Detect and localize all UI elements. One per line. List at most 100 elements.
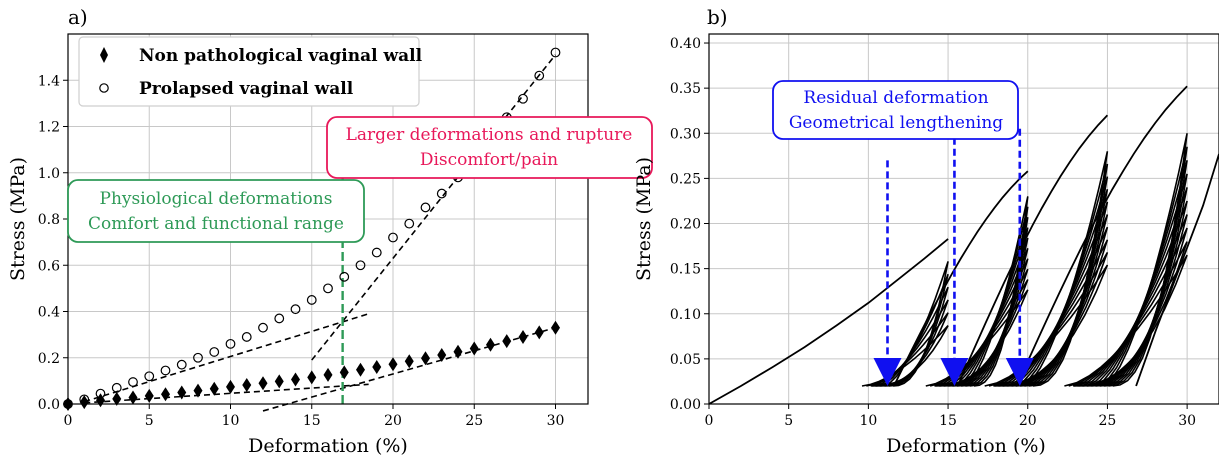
panel-a-xtick-label: 0 — [64, 413, 73, 429]
panel-b-xlabel: Deformation (%) — [886, 435, 1046, 457]
data-point-prolapsed — [436, 188, 447, 199]
data-point-non-pathological — [437, 347, 447, 362]
panel-b-ytick-label: 0.30 — [670, 126, 701, 142]
panel-b-xtick-label: 25 — [1099, 413, 1117, 429]
cycle-curve — [946, 237, 1029, 387]
panel-b-xtick-label: 5 — [784, 413, 793, 429]
data-point-non-pathological — [339, 365, 349, 380]
cycle-curve — [942, 248, 1029, 387]
trend-line — [84, 383, 369, 404]
data-point-non-pathological — [421, 351, 430, 366]
data-point-non-pathological — [502, 334, 512, 349]
data-point-prolapsed — [258, 322, 268, 333]
data-point-prolapsed — [371, 247, 382, 258]
data-point-prolapsed — [209, 347, 220, 357]
panel-b-ytick-label: 0.10 — [670, 307, 701, 323]
data-point-non-pathological — [486, 337, 495, 352]
residual-arrow-head — [940, 357, 969, 386]
tail-curve — [1135, 153, 1219, 387]
data-point-prolapsed — [144, 371, 155, 382]
panel-b-ytick-label: 0.00 — [670, 397, 701, 413]
cycle-curve — [1072, 227, 1188, 387]
data-point-non-pathological — [323, 367, 333, 382]
data-point-prolapsed — [290, 304, 301, 315]
cycle-curve — [959, 206, 1029, 387]
panel-b-ytick-label: 0.05 — [670, 352, 701, 368]
data-point-prolapsed — [404, 218, 415, 229]
cycle-curve — [997, 226, 1109, 387]
data-point-prolapsed — [160, 365, 171, 376]
first-loading-curve — [708, 238, 949, 405]
panel-b-curves — [708, 85, 1219, 405]
cycle-curve — [874, 286, 949, 387]
panel-a-xtick-label: 30 — [547, 413, 565, 429]
panel-a-xlabel: Deformation (%) — [248, 435, 408, 457]
panel-b: b) 0 5 10 15 20 25 300.000.050.100.150.200.250… — [633, 5, 1219, 457]
data-point-non-pathological — [307, 370, 317, 385]
data-point-non-pathological — [404, 354, 414, 369]
envelope-curve — [893, 170, 1029, 387]
data-point-prolapsed — [225, 338, 236, 349]
data-point-prolapsed — [306, 295, 317, 305]
panel-a: a) 0 5 10 15 20 25 300.00.20.40.60.81.01.21.4 … — [7, 5, 653, 457]
cycle-curve — [964, 196, 1029, 387]
data-point-prolapsed — [339, 271, 350, 282]
panel-b-arrows — [873, 128, 1034, 386]
panel-a-xtick-label: 15 — [303, 413, 321, 429]
panel-b-ytick-label: 0.20 — [670, 217, 701, 233]
panel-a-ytick-label: 0.2 — [38, 351, 60, 367]
annotation-residual-line1: Residual deformation — [803, 88, 988, 108]
data-point-non-pathological — [177, 385, 187, 400]
legend-entry-non-pathological: Non pathological vaginal wall — [139, 46, 423, 66]
data-point-non-pathological — [274, 374, 284, 389]
cycle-curve — [1022, 151, 1109, 387]
annotation-larger-box — [326, 116, 653, 179]
cycle-curve — [955, 216, 1029, 387]
data-point-non-pathological — [128, 390, 138, 405]
cycle-curve — [1018, 163, 1109, 387]
data-point-non-pathological — [518, 329, 528, 344]
annotation-larger-deformations: Larger deformations and rupture Discomfo… — [326, 116, 653, 179]
data-point-prolapsed — [128, 377, 138, 387]
cycle-curve — [1010, 188, 1109, 387]
data-point-non-pathological — [242, 378, 252, 393]
panel-b-xtick-label: 10 — [859, 413, 877, 429]
data-point-non-pathological — [161, 387, 170, 402]
annotation-residual: Residual deformation Geometrical lengthe… — [772, 80, 1019, 140]
panel-a-ytick-label: 0.4 — [38, 305, 60, 321]
cycle-curve — [934, 268, 1029, 387]
panel-a-ticks: 0 5 10 15 20 25 30 0.0 0.2 0.4 0.6 0.8 1.0 1.2 1.4 — [38, 73, 565, 429]
annotation-physiological-line2: Comfort and functional range — [88, 214, 344, 234]
panel-b-xtick-label: 30 — [1178, 413, 1196, 429]
legend-entry-prolapsed: Prolapsed vaginal wall — [139, 79, 354, 99]
annotation-residual-box — [772, 80, 1019, 140]
cycle-curve — [1089, 173, 1188, 387]
annotation-larger-line1: Larger deformations and rupture — [346, 125, 633, 145]
cycle-curve — [878, 273, 949, 387]
cycle-curve — [1098, 146, 1188, 387]
data-point-prolapsed — [241, 332, 252, 342]
data-point-prolapsed — [193, 352, 203, 363]
data-point-non-pathological — [79, 395, 89, 410]
cycle-curve — [1077, 214, 1188, 387]
data-point-prolapsed — [274, 313, 285, 324]
panel-b-ticks: 0 5 10 15 20 25 30 0.00 0.05 0.10 0.15 0.20 0.25 0.30… — [670, 36, 1196, 429]
panel-a-xtick-label: 25 — [465, 413, 483, 429]
panel-a-legend: Non pathological vaginal wall Prolapsed … — [78, 36, 423, 107]
panel-b-ytick-label: 0.15 — [670, 262, 701, 278]
cycle-curve — [1005, 201, 1109, 387]
panel-b-xtick-label: 15 — [939, 413, 957, 429]
trend-line — [311, 54, 557, 361]
trend-line — [262, 326, 556, 412]
panel-b-frame — [708, 33, 1219, 405]
panel-b-ylabel: Stress (MPa) — [633, 157, 655, 281]
annotation-physiological: Physiological deformations Comfort and f… — [67, 179, 365, 243]
data-point-non-pathological — [469, 341, 479, 356]
panel-a-xtick-label: 20 — [384, 413, 402, 429]
data-point-prolapsed — [176, 359, 187, 370]
data-point-non-pathological — [356, 362, 365, 377]
panel-a-xtick-label: 5 — [145, 413, 154, 429]
data-point-non-pathological — [258, 376, 268, 391]
data-point-prolapsed — [111, 382, 122, 393]
envelope-curve — [1015, 85, 1188, 387]
